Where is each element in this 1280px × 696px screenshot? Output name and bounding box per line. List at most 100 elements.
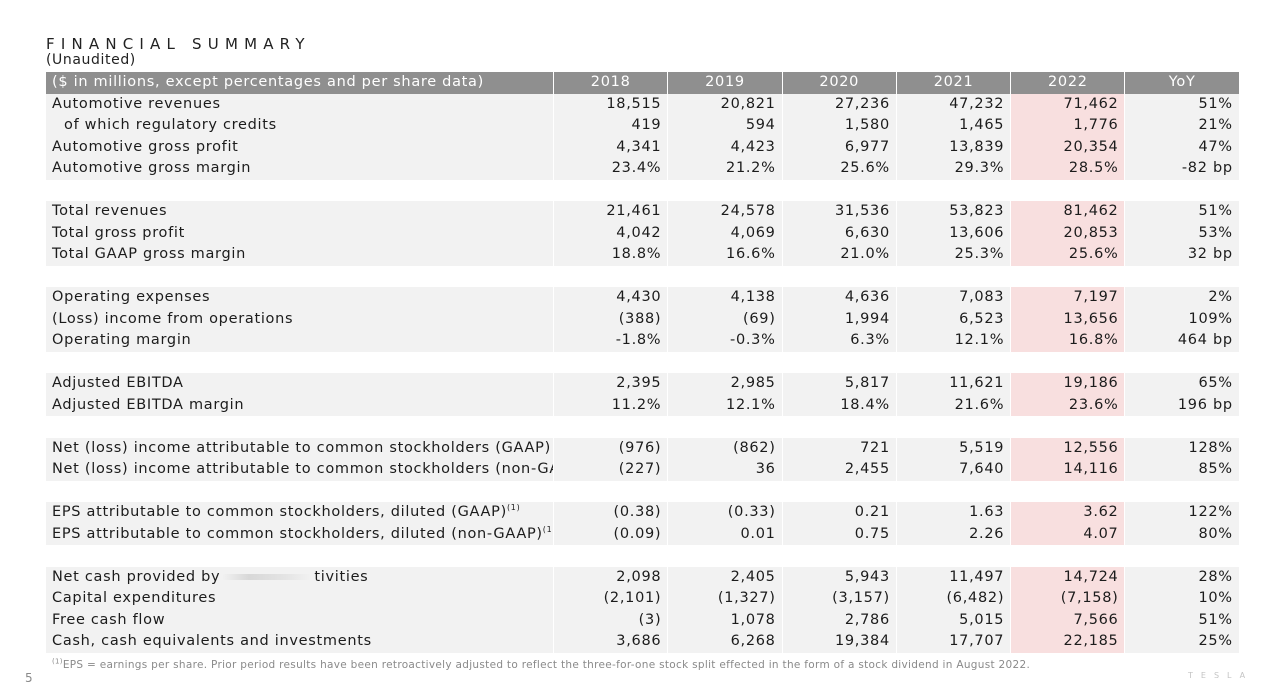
cell-2018: 3,686 <box>553 631 668 653</box>
cell-2019: (862) <box>667 437 782 459</box>
cell-2018: 18.8% <box>553 244 668 266</box>
page-subtitle: (Unaudited) <box>46 52 136 68</box>
cell-2019: (0.33) <box>667 502 782 524</box>
cell-2018: 4,430 <box>553 287 668 309</box>
cell-2022: 71,462 <box>1010 93 1125 115</box>
table-row: of which regulatory credits 419 594 1,58… <box>46 115 1239 137</box>
cell-2022: 22,185 <box>1010 631 1125 653</box>
cell-2021: 25.3% <box>895 244 1011 266</box>
row-label: Adjusted EBITDA margin <box>46 394 553 416</box>
cell-2019: 0.01 <box>667 523 782 545</box>
row-spacer <box>46 266 1239 288</box>
table-row: Adjusted EBITDA 2,395 2,985 5,817 11,621… <box>46 373 1239 395</box>
footnote: (1)EPS = earnings per share. Prior perio… <box>52 657 1030 671</box>
row-label: Total gross profit <box>46 222 553 244</box>
cell-yoy: 65% <box>1124 373 1239 395</box>
cell-2021: 13,839 <box>895 136 1011 158</box>
table-row: EPS attributable to common stockholders,… <box>46 523 1239 545</box>
cell-2020: 31,536 <box>781 201 896 223</box>
row-label-text: EPS attributable to common stockholders,… <box>52 504 507 520</box>
cell-2020: 1,580 <box>781 115 896 137</box>
table-row: (Loss) income from operations (388) (69)… <box>46 308 1239 330</box>
row-label: Total GAAP gross margin <box>46 244 553 266</box>
row-label: EPS attributable to common stockholders,… <box>46 502 553 524</box>
cell-2019: 2,985 <box>667 373 782 395</box>
cell-2021: 7,640 <box>895 459 1011 481</box>
cell-2018: (3) <box>553 609 668 631</box>
cell-2021: 1.63 <box>895 502 1011 524</box>
cell-2019: 24,578 <box>667 201 782 223</box>
table-row: Operating expenses 4,430 4,138 4,636 7,0… <box>46 287 1239 309</box>
cell-2018: (0.09) <box>553 523 668 545</box>
cell-2022: 25.6% <box>1010 244 1125 266</box>
header-2018: 2018 <box>553 72 668 94</box>
table-row: Adjusted EBITDA margin 11.2% 12.1% 18.4%… <box>46 394 1239 416</box>
cell-yoy: 51% <box>1124 609 1239 631</box>
row-label-start: Net cash provided by <box>52 568 221 585</box>
cell-2021: 53,823 <box>895 201 1011 223</box>
table-row: Operating margin -1.8% -0.3% 6.3% 12.1% … <box>46 330 1239 352</box>
cell-2020: 21.0% <box>781 244 896 266</box>
cell-2018: 2,098 <box>553 566 668 588</box>
row-label: Net cash provided by tivities <box>46 566 553 588</box>
cell-yoy: -82 bp <box>1124 158 1239 180</box>
financial-summary-table: ($ in millions, except percentages and p… <box>46 72 1239 653</box>
cell-2018: 23.4% <box>553 158 668 180</box>
row-label: Total revenues <box>46 201 553 223</box>
cell-2021: 7,083 <box>895 287 1011 309</box>
row-label-text: EPS attributable to common stockholders,… <box>52 525 543 542</box>
cell-2022: 7,566 <box>1010 609 1125 631</box>
cell-2018: 4,341 <box>553 136 668 158</box>
cell-yoy: 51% <box>1124 201 1239 223</box>
footnote-marker: (1) <box>52 657 63 666</box>
cell-2020: 25.6% <box>781 158 896 180</box>
table-row: Total gross profit 4,042 4,069 6,630 13,… <box>46 222 1239 244</box>
cell-2021: (6,482) <box>895 588 1011 610</box>
cell-2021: 21.6% <box>895 394 1011 416</box>
cell-2020: 5,943 <box>781 566 896 588</box>
table-row: Net (loss) income attributable to common… <box>46 459 1239 481</box>
cell-2022: 81,462 <box>1010 201 1125 223</box>
footnote-ref: (1) <box>506 503 521 513</box>
cell-yoy: 51% <box>1124 93 1239 115</box>
row-label: Automotive revenues <box>46 93 553 115</box>
row-label: Automotive gross profit <box>46 136 553 158</box>
cell-2018: 18,515 <box>553 93 668 115</box>
cell-2019: 6,268 <box>667 631 782 653</box>
cell-2022: 20,853 <box>1010 222 1125 244</box>
cell-2021: 11,621 <box>895 373 1011 395</box>
table-row: Automotive gross margin 23.4% 21.2% 25.6… <box>46 158 1239 180</box>
cell-2018: 21,461 <box>553 201 668 223</box>
header-2019: 2019 <box>667 72 782 94</box>
row-label: Free cash flow <box>46 609 553 631</box>
row-spacer <box>46 180 1239 202</box>
cell-2020: 1,994 <box>781 308 896 330</box>
cell-2020: 4,636 <box>781 287 896 309</box>
cell-2021: 11,497 <box>895 566 1011 588</box>
row-label: EPS attributable to common stockholders,… <box>46 523 555 545</box>
cell-yoy: 25% <box>1124 631 1239 653</box>
cell-2018: 11.2% <box>553 394 668 416</box>
cell-yoy: 47% <box>1124 136 1239 158</box>
cell-2022: 20,354 <box>1010 136 1125 158</box>
row-spacer <box>46 416 1239 438</box>
cell-2022: 7,197 <box>1010 287 1125 309</box>
cell-2022: 16.8% <box>1010 330 1125 352</box>
cell-2019: 16.6% <box>667 244 782 266</box>
cell-2022: 4.07 <box>1010 523 1125 545</box>
cell-yoy: 196 bp <box>1124 394 1239 416</box>
cell-yoy: 80% <box>1124 523 1239 545</box>
cell-2020: 2,786 <box>781 609 896 631</box>
cell-2020: 19,384 <box>781 631 896 653</box>
cell-2019: 21.2% <box>667 158 782 180</box>
row-label: Operating margin <box>46 330 553 352</box>
cell-2020: 5,817 <box>781 373 896 395</box>
table-row: Total revenues 21,461 24,578 31,536 53,8… <box>46 201 1239 223</box>
cell-2018: (227) <box>553 459 668 481</box>
cell-2020: (3,157) <box>781 588 896 610</box>
cell-2022: 19,186 <box>1010 373 1125 395</box>
row-spacer <box>46 352 1239 374</box>
cell-2022: 3.62 <box>1010 502 1125 524</box>
cell-2018: (2,101) <box>553 588 668 610</box>
cell-2018: 419 <box>553 115 668 137</box>
